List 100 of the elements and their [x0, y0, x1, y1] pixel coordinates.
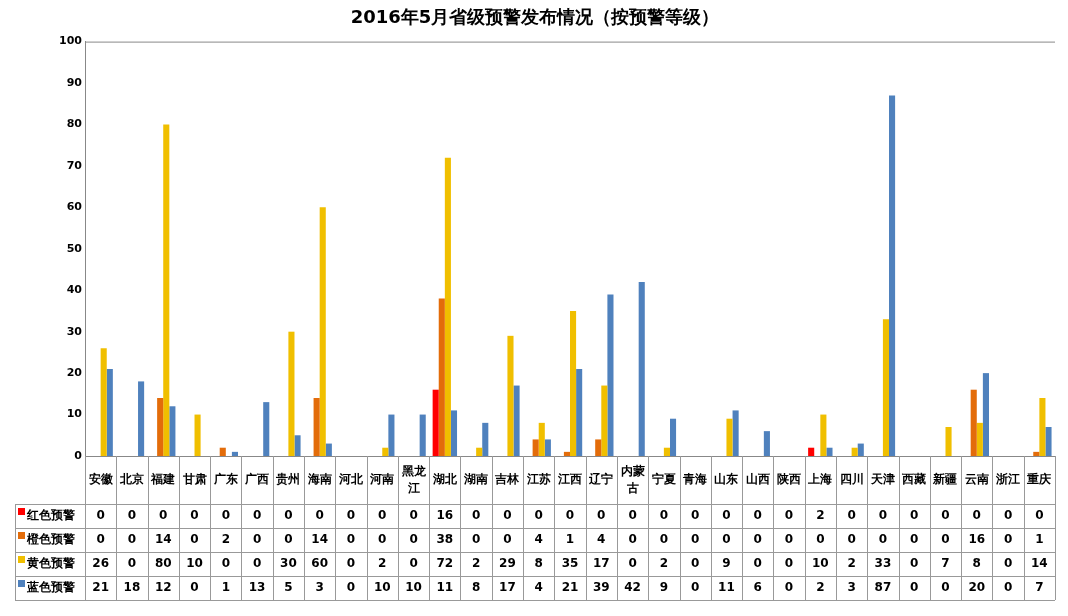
y-tick-label: 100 [59, 34, 83, 48]
data-label: 0 [315, 508, 324, 523]
data-label: 11 [436, 580, 454, 595]
data-label: 0 [690, 556, 700, 571]
legend-label: 蓝色预警 [26, 580, 75, 595]
data-label: 0 [784, 556, 794, 571]
x-tick-label: 福建 [150, 472, 176, 487]
bar [638, 281, 645, 456]
data-label: 7 [941, 556, 950, 571]
data-label: 0 [722, 532, 731, 547]
x-tick-label: 吉林 [494, 472, 521, 487]
bar [732, 410, 739, 456]
bar [388, 414, 395, 456]
data-label: 0 [690, 580, 700, 595]
x-tick-label: 甘肃 [181, 472, 207, 487]
data-label: 0 [784, 508, 794, 523]
data-label: 16 [436, 508, 454, 523]
bar [595, 439, 602, 456]
data-label: 2 [816, 508, 825, 523]
bar [169, 406, 176, 456]
x-tick-label: 陕西 [777, 472, 802, 487]
data-label: 42 [624, 580, 641, 595]
data-label: 0 [690, 508, 700, 523]
data-label: 4 [534, 532, 543, 547]
x-tick-label: 山东 [714, 472, 739, 487]
legend-label: 黄色预警 [26, 556, 75, 571]
data-label: 33 [874, 556, 892, 571]
y-tick-label: 10 [66, 407, 83, 421]
data-label: 0 [471, 508, 481, 523]
x-tick-label: 湖北 [431, 472, 458, 487]
data-label: 3 [315, 580, 324, 595]
x-tick-label: 河北 [337, 472, 364, 487]
x-tick-label: 北京 [118, 472, 144, 487]
data-label: 8 [471, 580, 481, 595]
data-label: 6 [753, 580, 762, 595]
y-tick-label: 50 [66, 241, 83, 255]
data-label: 4 [597, 532, 606, 547]
data-label: 17 [499, 580, 516, 595]
bar [889, 95, 896, 456]
data-label: 0 [1003, 556, 1013, 571]
x-tick-label: 云南 [964, 472, 989, 487]
data-label: 0 [910, 580, 919, 595]
data-label: 0 [534, 508, 543, 523]
data-label: 0 [722, 508, 731, 523]
data-label: 0 [378, 532, 387, 547]
bar [576, 368, 583, 456]
data-label: 0 [816, 532, 825, 547]
data-label: 0 [1003, 580, 1013, 595]
y-tick-label: 40 [66, 283, 83, 297]
bar [532, 439, 539, 456]
bar [808, 447, 815, 456]
data-label: 4 [534, 580, 543, 595]
data-label: 0 [910, 532, 919, 547]
bar [763, 431, 770, 456]
data-label: 0 [409, 556, 418, 571]
bar [507, 335, 514, 456]
data-label: 0 [941, 508, 950, 523]
data-label: 0 [659, 508, 669, 523]
data-label: 87 [874, 580, 892, 595]
data-label: 0 [1035, 508, 1044, 523]
y-tick-label: 90 [66, 75, 83, 89]
bar [294, 435, 301, 456]
data-label: 0 [565, 508, 575, 523]
bar [563, 451, 570, 456]
x-tick-label: 辽宁 [588, 472, 614, 487]
x-tick-label: 上海 [807, 472, 833, 487]
data-label: 0 [503, 508, 512, 523]
bar [663, 447, 670, 456]
data-label: 38 [436, 532, 454, 547]
data-label: 2 [847, 556, 856, 571]
data-label: 13 [248, 580, 266, 595]
data-label: 0 [941, 580, 950, 595]
data-label: 0 [471, 532, 481, 547]
data-label: 7 [1035, 580, 1044, 595]
bar [1033, 451, 1040, 456]
data-label: 3 [847, 580, 856, 595]
x-tick-label: 海南 [306, 472, 332, 487]
data-label: 0 [784, 580, 794, 595]
y-tick-label: 30 [66, 324, 83, 338]
data-label: 0 [284, 508, 293, 523]
bar [157, 397, 164, 456]
bar [482, 422, 489, 456]
data-label: 0 [597, 508, 606, 523]
bar [982, 373, 989, 456]
y-tick-label: 20 [66, 365, 83, 379]
data-label: 0 [878, 508, 888, 523]
data-label: 0 [941, 532, 950, 547]
data-label: 35 [561, 556, 579, 571]
data-label: 20 [968, 580, 986, 595]
x-tick-label: 广东 [212, 472, 238, 487]
data-label: 0 [753, 532, 762, 547]
data-label: 14 [311, 532, 329, 547]
data-label: 12 [154, 580, 172, 595]
data-label: 10 [405, 580, 422, 595]
x-tick-label: 天津 [869, 472, 895, 487]
bar [857, 443, 864, 456]
bar [288, 331, 295, 456]
bar [976, 422, 983, 456]
bar [570, 310, 577, 456]
data-label: 39 [592, 580, 610, 595]
